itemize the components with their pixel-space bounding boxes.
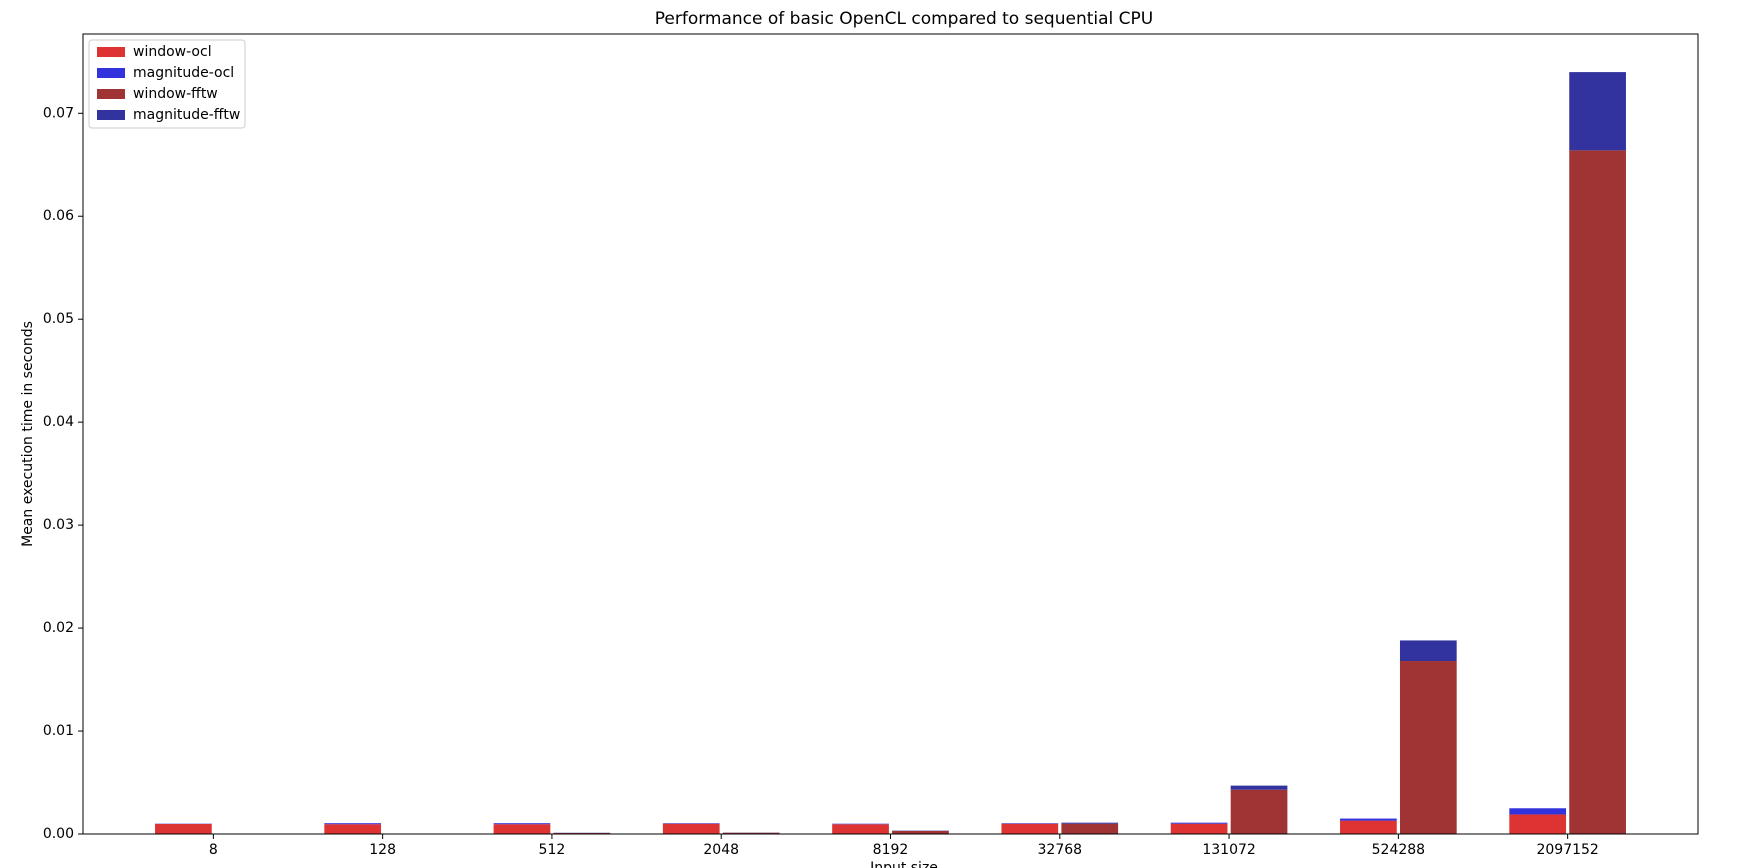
bar-segment — [892, 830, 949, 834]
bar-segment — [1509, 808, 1567, 815]
y-tick-label: 0.03 — [43, 517, 74, 533]
bar-segment — [1509, 814, 1567, 834]
bar-segment — [1061, 822, 1119, 824]
legend-swatch — [97, 89, 125, 99]
bar-segment — [493, 823, 551, 825]
bar-segment — [1001, 823, 1059, 824]
legend-label: window-fftw — [133, 86, 218, 102]
bar-segment — [1399, 640, 1457, 662]
bar-segment — [832, 824, 889, 834]
y-tick-label: 0.00 — [43, 826, 74, 842]
bar-segment — [1001, 823, 1059, 834]
bar-segment — [1170, 822, 1228, 824]
bar-segment — [1569, 150, 1626, 834]
y-tick-label: 0.07 — [43, 105, 74, 121]
bar-segment — [1170, 823, 1228, 834]
y-tick-label: 0.01 — [43, 723, 74, 739]
y-tick-label: 0.02 — [43, 620, 74, 636]
y-tick-label: 0.05 — [43, 311, 74, 327]
bar-segment — [553, 832, 611, 834]
bar-segment — [1340, 818, 1397, 821]
bar-segment — [324, 823, 382, 825]
bar-segment — [1399, 661, 1457, 834]
legend-label: magnitude-ocl — [133, 65, 234, 81]
bar-segment — [1569, 72, 1626, 151]
bar-segment — [832, 823, 889, 825]
x-tick-label: 32768 — [1038, 842, 1083, 858]
x-axis-label: Input size — [870, 860, 938, 868]
legend-box — [88, 39, 246, 129]
legend-swatch — [97, 110, 125, 120]
bar-segment — [1230, 789, 1288, 834]
y-axis-label: Mean execution time in seconds — [20, 321, 36, 547]
x-tick-label: 512 — [539, 842, 566, 858]
legend-swatch — [97, 68, 125, 78]
x-tick-label: 2097152 — [1536, 842, 1598, 858]
bar-segment — [1061, 823, 1119, 834]
x-tick-label: 131072 — [1202, 842, 1255, 858]
x-tick-label: 8 — [209, 842, 218, 858]
bar-segment — [1230, 785, 1288, 790]
bar-segment — [662, 823, 720, 834]
bar-segment — [324, 824, 382, 834]
legend-swatch — [97, 47, 125, 57]
legend-label: magnitude-fftw — [133, 107, 240, 123]
bar-segment — [493, 824, 551, 834]
bar-segment — [722, 832, 780, 834]
y-tick-label: 0.04 — [43, 414, 74, 430]
y-tick-label: 0.06 — [43, 208, 74, 224]
chart-title: Performance of basic OpenCL compared to … — [655, 9, 1153, 29]
legend-label: window-ocl — [133, 44, 212, 60]
bar-segment — [155, 824, 212, 834]
x-tick-label: 2048 — [703, 842, 739, 858]
x-tick-label: 128 — [369, 842, 396, 858]
bar-segment — [1340, 820, 1397, 834]
bar-segment — [662, 823, 720, 824]
plot-frame — [82, 33, 1699, 835]
x-tick-label: 524288 — [1372, 842, 1425, 858]
x-tick-label: 8192 — [873, 842, 909, 858]
